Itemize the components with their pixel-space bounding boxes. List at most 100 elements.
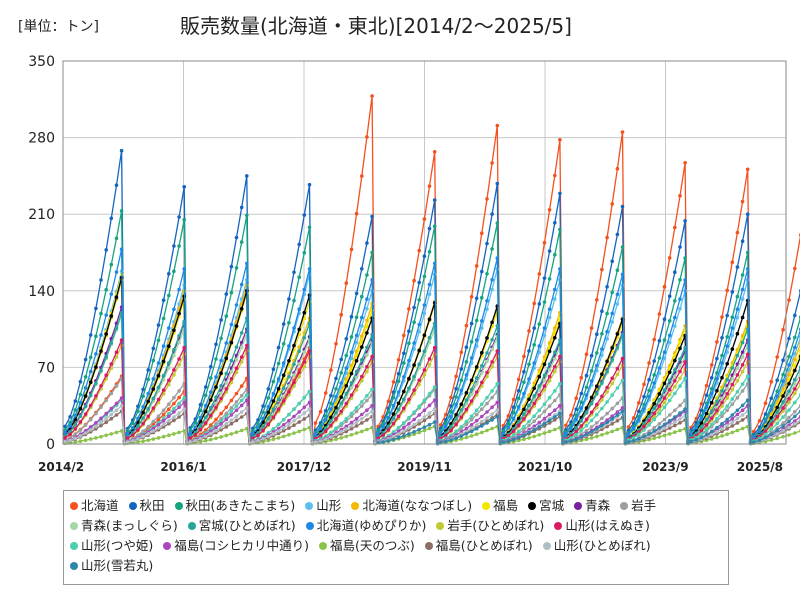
data-point <box>234 303 239 307</box>
data-point <box>73 413 78 418</box>
data-point <box>480 269 484 274</box>
data-point <box>589 436 594 440</box>
legend-marker <box>319 541 328 550</box>
data-point <box>214 417 218 422</box>
data-point <box>229 377 234 381</box>
data-point <box>177 287 181 292</box>
data-point <box>276 426 281 431</box>
data-point <box>775 432 779 436</box>
data-point <box>198 427 203 432</box>
data-point <box>584 432 589 437</box>
data-point <box>720 336 724 340</box>
data-point <box>678 403 682 408</box>
data-point <box>302 360 307 364</box>
data-point <box>459 367 464 371</box>
data-point <box>720 315 724 319</box>
data-point <box>600 406 604 411</box>
data-point <box>793 377 797 382</box>
data-point <box>464 435 469 440</box>
data-point <box>495 123 500 128</box>
data-point <box>516 396 521 401</box>
data-point <box>589 418 594 423</box>
data-point <box>239 240 244 244</box>
data-point <box>709 400 714 405</box>
data-point <box>161 425 166 429</box>
data-point <box>167 326 171 330</box>
data-point <box>344 427 349 431</box>
data-point <box>432 150 437 154</box>
data-point <box>485 416 489 420</box>
data-point <box>354 384 359 388</box>
data-point <box>136 424 140 428</box>
data-point <box>141 410 145 415</box>
data-point <box>715 425 719 430</box>
data-point <box>88 403 93 408</box>
data-point <box>553 357 557 361</box>
data-point <box>480 364 484 368</box>
data-point <box>334 387 338 391</box>
data-point <box>209 376 213 380</box>
data-point <box>131 426 135 430</box>
data-point <box>584 352 589 357</box>
data-point <box>725 288 729 293</box>
data-point <box>422 349 427 354</box>
data-point <box>600 416 604 421</box>
data-point <box>203 434 208 439</box>
data-point <box>449 433 453 438</box>
data-point <box>673 299 677 303</box>
legend-item: 福島(天のつぶ) <box>319 537 415 554</box>
data-point <box>485 197 489 201</box>
data-point <box>109 406 114 411</box>
legend-item: 宮城(ひとめぼれ) <box>187 517 296 534</box>
data-point <box>402 361 406 365</box>
data-point <box>307 182 312 187</box>
data-point <box>735 366 740 371</box>
data-point <box>396 425 401 430</box>
data-point <box>793 410 797 414</box>
data-point <box>104 313 108 317</box>
data-point <box>422 333 427 338</box>
data-point <box>763 435 768 440</box>
data-point <box>349 411 354 416</box>
data-point <box>775 421 779 426</box>
data-point <box>662 381 667 386</box>
legend-label: 山形(ひとめぼれ) <box>553 538 651 553</box>
data-point <box>542 373 547 378</box>
data-point <box>354 375 359 380</box>
data-point <box>490 395 494 400</box>
data-point <box>349 433 354 437</box>
data-point <box>787 363 791 367</box>
data-point <box>600 347 604 351</box>
data-point <box>422 398 427 403</box>
data-point <box>715 399 719 404</box>
data-point <box>172 347 176 352</box>
data-point <box>600 394 604 399</box>
data-point <box>642 407 646 411</box>
data-point <box>99 349 103 353</box>
legend-marker <box>70 501 78 510</box>
legend-label: 山形(はえぬき) <box>565 518 650 533</box>
data-point <box>365 331 369 335</box>
data-point <box>516 435 521 440</box>
data-point <box>407 397 411 402</box>
data-point <box>396 379 401 384</box>
data-point <box>490 364 494 369</box>
data-point <box>88 355 93 360</box>
data-point <box>370 403 374 408</box>
data-point <box>224 433 229 438</box>
data-point <box>547 362 552 366</box>
data-point <box>725 377 729 382</box>
data-point <box>735 421 740 425</box>
data-point <box>474 408 479 413</box>
data-point <box>730 347 735 351</box>
data-point <box>610 376 614 381</box>
data-point <box>281 429 286 433</box>
data-point <box>412 388 416 392</box>
data-point <box>417 362 422 367</box>
data-point <box>647 423 651 427</box>
y-tick-label: 70 <box>37 360 55 376</box>
data-point <box>464 360 469 364</box>
data-point <box>365 427 369 432</box>
data-point <box>365 324 369 329</box>
data-point <box>725 350 729 355</box>
